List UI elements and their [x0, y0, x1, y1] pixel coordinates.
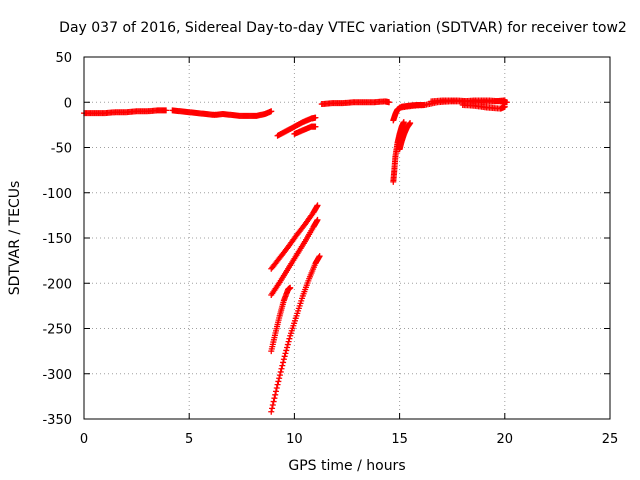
point-marker — [163, 107, 170, 114]
point-marker — [286, 335, 293, 342]
series-arc-3 — [274, 114, 319, 139]
x-tick-label: 25 — [602, 432, 619, 447]
x-tick-label: 10 — [286, 432, 303, 447]
point-marker — [407, 120, 414, 127]
point-marker — [268, 408, 275, 415]
point-marker — [275, 378, 282, 385]
series-arc-9 — [318, 98, 393, 108]
point-marker — [287, 284, 294, 291]
x-tick-label: 15 — [391, 432, 408, 447]
point-marker — [278, 365, 285, 372]
point-marker — [282, 350, 289, 357]
point-marker — [400, 119, 407, 126]
point-marker — [276, 375, 283, 382]
y-tick-label: 50 — [55, 51, 72, 66]
point-marker — [279, 362, 286, 369]
point-marker — [276, 372, 283, 379]
point-marker — [277, 368, 284, 375]
y-tick-label: -150 — [42, 232, 72, 247]
point-marker — [273, 385, 280, 392]
point-marker — [284, 344, 291, 351]
x-tick-label: 20 — [497, 432, 514, 447]
axis-ticks: 0 5 10 15 20 25 50 0 -50 -100 -150 -200 -250 -300 -350 — [42, 51, 618, 447]
point-marker — [271, 395, 278, 402]
point-marker — [270, 398, 277, 405]
series-arc-2 — [169, 107, 275, 119]
point-marker — [312, 123, 319, 130]
series-arc-1 — [81, 107, 170, 117]
y-tick-label: -350 — [42, 413, 72, 428]
series-arc-7 — [268, 284, 294, 355]
point-marker — [314, 202, 321, 209]
x-tick-label: 5 — [185, 432, 193, 447]
data-points — [81, 97, 510, 415]
point-marker — [272, 391, 279, 398]
series-arc-5 — [268, 202, 321, 272]
x-tick-label: 0 — [80, 432, 88, 447]
point-marker — [281, 353, 288, 360]
point-marker — [501, 103, 508, 110]
point-marker — [272, 388, 279, 395]
point-marker — [283, 347, 290, 354]
point-marker — [269, 401, 276, 408]
series-arc-4 — [291, 123, 319, 137]
y-tick-label: -100 — [42, 187, 72, 202]
point-marker — [280, 356, 287, 363]
point-marker — [501, 97, 508, 104]
point-marker — [274, 381, 281, 388]
point-marker — [280, 359, 287, 366]
x-axis-label: GPS time / hours — [288, 458, 405, 474]
y-tick-label: 0 — [64, 96, 72, 111]
y-tick-label: -300 — [42, 368, 72, 383]
point-marker — [386, 99, 393, 106]
point-marker — [268, 108, 275, 115]
point-marker — [312, 114, 319, 121]
series-arc-14 — [428, 97, 508, 106]
chart-title: Day 037 of 2016, Sidereal Day-to-day VTE… — [59, 20, 627, 36]
series-arc-15 — [459, 101, 508, 112]
point-marker — [314, 216, 321, 223]
series-arc-8 — [268, 253, 323, 415]
y-tick-label: -200 — [42, 277, 72, 292]
series-arc-11 — [396, 120, 414, 153]
series-arc-6 — [268, 216, 321, 299]
y-tick-label: -50 — [51, 142, 72, 157]
point-marker — [285, 338, 292, 345]
point-marker — [316, 253, 323, 260]
y-axis-label: SDTVAR / TECUs — [7, 181, 23, 296]
point-marker — [284, 341, 291, 348]
point-marker — [269, 405, 276, 412]
y-tick-label: -250 — [42, 323, 72, 338]
